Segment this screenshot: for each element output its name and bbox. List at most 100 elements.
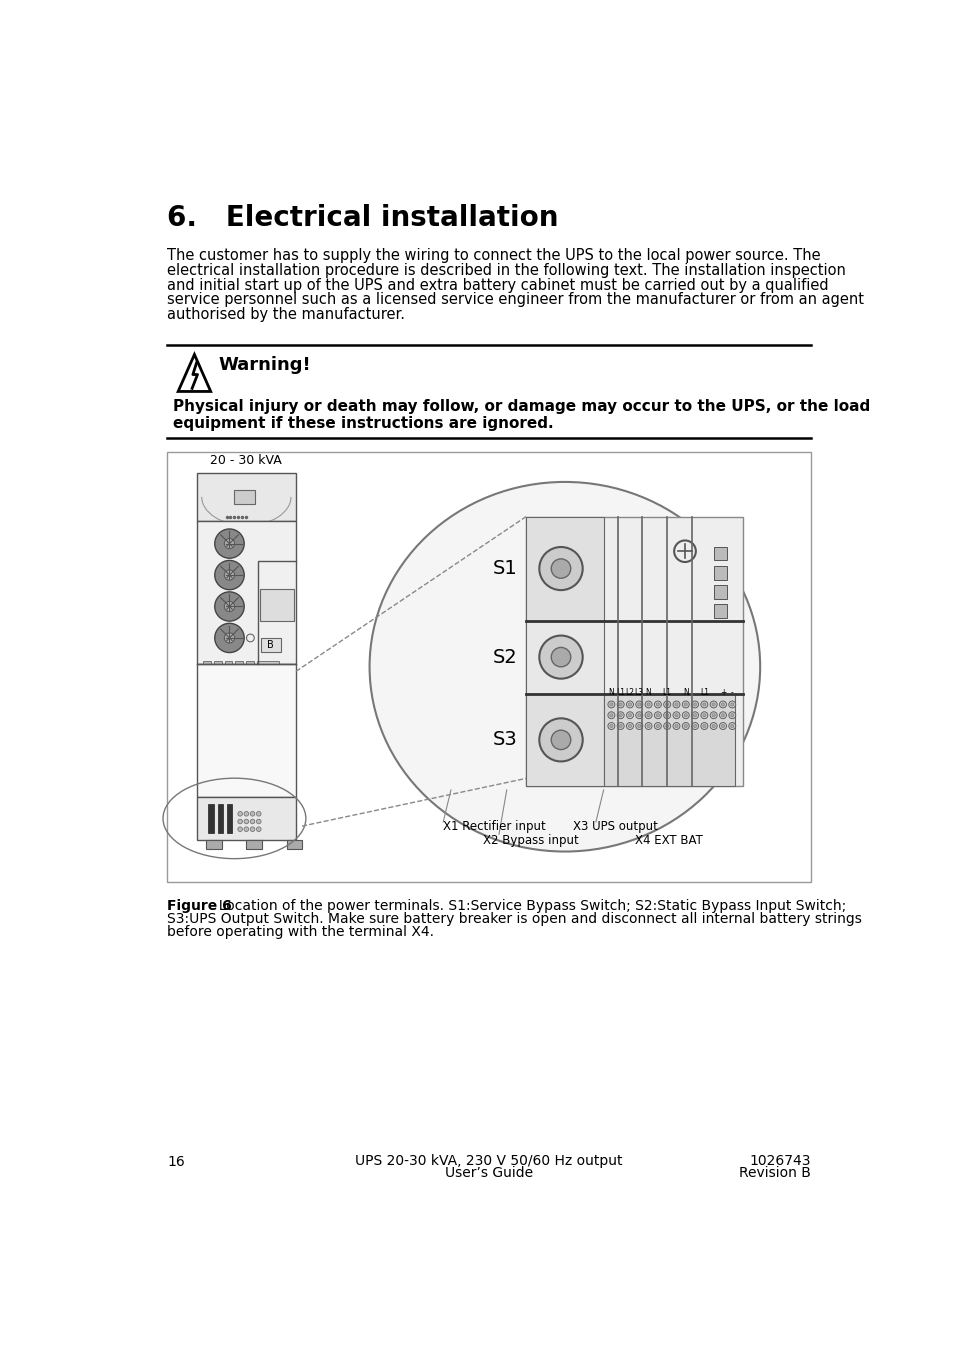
Circle shape	[654, 711, 660, 718]
Circle shape	[256, 811, 261, 817]
Circle shape	[663, 711, 670, 718]
Text: S3:UPS Output Switch. Make sure battery breaker is open and disconnect all inter: S3:UPS Output Switch. Make sure battery …	[167, 913, 862, 926]
Text: X4 EXT BAT: X4 EXT BAT	[634, 834, 701, 848]
Bar	[224, 660, 233, 667]
Circle shape	[637, 703, 640, 706]
Circle shape	[728, 722, 735, 729]
Circle shape	[224, 539, 234, 548]
Circle shape	[628, 703, 631, 706]
Bar	[246, 660, 253, 667]
Text: S3: S3	[493, 730, 517, 749]
Circle shape	[693, 714, 696, 717]
Circle shape	[214, 529, 244, 559]
Circle shape	[700, 722, 707, 729]
Bar	[260, 639, 280, 652]
Bar	[196, 664, 295, 798]
Text: L3: L3	[634, 687, 643, 697]
Bar	[714, 605, 726, 618]
Text: authorised by the manufacturer.: authorised by the manufacturer.	[167, 306, 405, 321]
Circle shape	[728, 711, 735, 718]
Text: electrical installation procedure is described in the following text. The instal: electrical installation procedure is des…	[167, 263, 845, 278]
Circle shape	[646, 703, 649, 706]
Circle shape	[674, 714, 678, 717]
Bar	[235, 660, 243, 667]
Circle shape	[691, 701, 698, 707]
Circle shape	[711, 725, 715, 728]
Text: B: B	[267, 640, 274, 651]
Bar	[203, 660, 211, 667]
Circle shape	[214, 624, 244, 652]
Circle shape	[730, 725, 733, 728]
Circle shape	[551, 559, 570, 578]
Circle shape	[663, 722, 670, 729]
Circle shape	[709, 701, 717, 707]
Ellipse shape	[369, 482, 760, 852]
Text: S1: S1	[493, 559, 517, 578]
Text: X3 UPS output: X3 UPS output	[572, 821, 657, 833]
Circle shape	[665, 703, 668, 706]
Circle shape	[720, 725, 723, 728]
Circle shape	[607, 701, 615, 707]
Circle shape	[672, 722, 679, 729]
Circle shape	[709, 722, 717, 729]
Circle shape	[617, 722, 623, 729]
Bar	[525, 621, 603, 694]
Circle shape	[628, 725, 631, 728]
Circle shape	[244, 819, 249, 823]
Circle shape	[607, 711, 615, 718]
Circle shape	[693, 725, 696, 728]
Circle shape	[656, 703, 659, 706]
Circle shape	[609, 725, 612, 728]
Text: Physical injury or death may follow, or damage may occur to the UPS, or the load: Physical injury or death may follow, or …	[173, 400, 870, 414]
Circle shape	[551, 730, 570, 749]
Circle shape	[250, 819, 254, 823]
Circle shape	[711, 703, 715, 706]
Circle shape	[728, 701, 735, 707]
Text: N: N	[608, 687, 614, 697]
Circle shape	[538, 718, 582, 761]
Circle shape	[644, 701, 652, 707]
Circle shape	[730, 714, 733, 717]
Circle shape	[237, 811, 242, 817]
Text: L1: L1	[700, 687, 708, 697]
Circle shape	[224, 570, 234, 580]
Bar	[286, 840, 302, 849]
Circle shape	[720, 714, 723, 717]
Circle shape	[609, 703, 612, 706]
Circle shape	[683, 714, 686, 717]
Circle shape	[644, 711, 652, 718]
Bar	[525, 517, 603, 621]
Bar	[196, 521, 295, 664]
Circle shape	[711, 714, 715, 717]
Circle shape	[538, 636, 582, 679]
Circle shape	[674, 725, 678, 728]
Circle shape	[646, 714, 649, 717]
Text: 1026743: 1026743	[748, 1154, 810, 1168]
Bar	[525, 517, 742, 786]
Circle shape	[709, 711, 717, 718]
Bar	[246, 840, 261, 849]
Bar	[714, 585, 726, 599]
Bar	[167, 451, 810, 882]
Circle shape	[244, 828, 249, 832]
Circle shape	[702, 714, 705, 717]
Text: 20 - 30 kVA: 20 - 30 kVA	[211, 454, 282, 467]
Bar	[233, 490, 255, 504]
Circle shape	[719, 722, 725, 729]
Circle shape	[654, 722, 660, 729]
Circle shape	[702, 725, 705, 728]
Text: 16: 16	[167, 1156, 185, 1169]
Bar	[208, 803, 213, 833]
Circle shape	[244, 811, 249, 817]
Text: S2: S2	[493, 648, 517, 667]
Circle shape	[626, 722, 633, 729]
Circle shape	[250, 811, 254, 817]
Text: L1: L1	[616, 687, 624, 697]
Bar	[257, 660, 278, 668]
Circle shape	[224, 601, 234, 612]
Circle shape	[693, 703, 696, 706]
Circle shape	[626, 701, 633, 707]
Circle shape	[224, 633, 234, 643]
Text: service personnel such as a licensed service engineer from the manufacturer or f: service personnel such as a licensed ser…	[167, 292, 863, 308]
Text: N: N	[682, 687, 688, 697]
